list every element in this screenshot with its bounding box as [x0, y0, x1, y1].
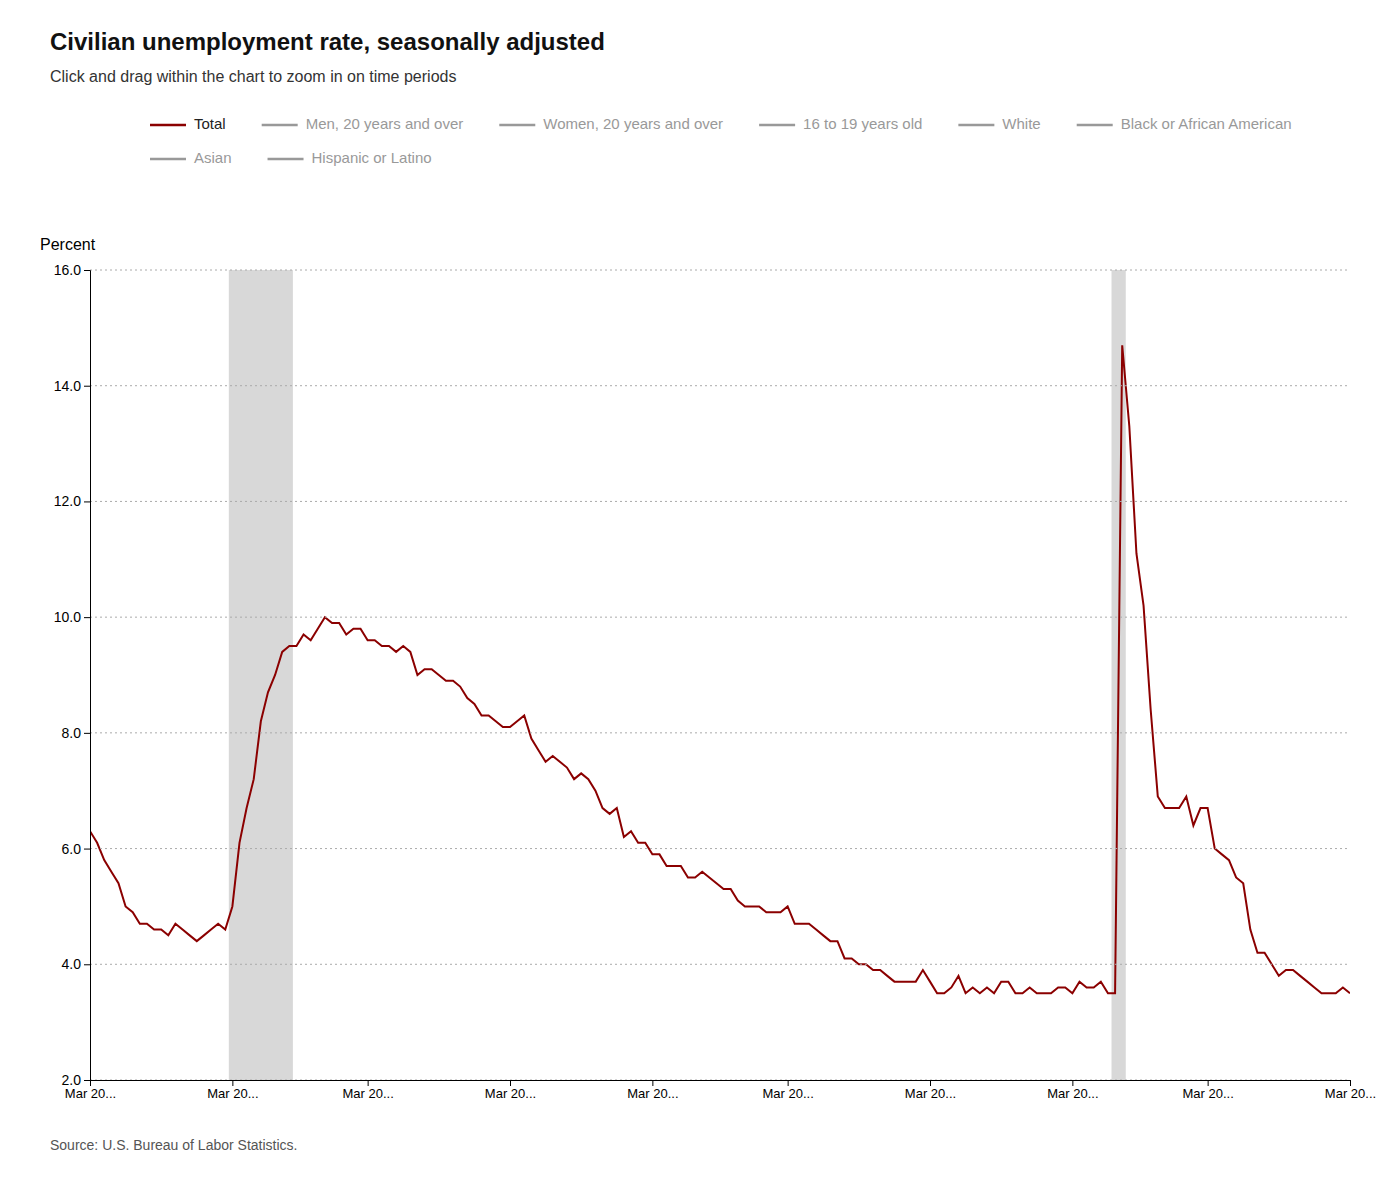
x-tick: Mar 20...: [207, 1080, 258, 1101]
y-tick: 6.0: [62, 841, 90, 857]
x-tick-mark: [788, 1080, 789, 1086]
x-tick-mark: [1072, 1080, 1073, 1086]
legend-label: Total: [194, 115, 226, 132]
legend-swatch: [499, 124, 535, 127]
grid-line: [90, 385, 1350, 386]
x-tick: Mar 20...: [1047, 1080, 1098, 1101]
y-tick-label: 2.0: [62, 1072, 82, 1088]
legend-swatch: [1077, 124, 1113, 127]
legend-item: Asian: [150, 149, 232, 166]
x-tick: Mar 20...: [627, 1080, 678, 1101]
grid: [90, 270, 1350, 1080]
y-tick: 12.0: [54, 493, 90, 509]
legend-item: 16 to 19 years old: [759, 115, 922, 132]
y-tick: 4.0: [62, 956, 90, 972]
y-tick: 10.0: [54, 609, 90, 625]
legend-item: Women, 20 years and over: [499, 115, 723, 132]
x-tick-mark: [232, 1080, 233, 1086]
chart: Civilian unemployment rate, seasonally a…: [0, 0, 1400, 1200]
legend-label: Women, 20 years and over: [543, 115, 723, 132]
x-tick: Mar 20...: [485, 1080, 536, 1101]
title: Civilian unemployment rate, seasonally a…: [50, 28, 605, 55]
legend-swatch: [268, 158, 304, 161]
x-axis: Mar 20... Mar 20... Mar 20... Mar 20... Mar …: [65, 1080, 1376, 1101]
x-tick-mark: [652, 1080, 653, 1086]
legend: Total Men, 20 years and over Women, 20 yea…: [150, 115, 1292, 166]
x-tick-label: Mar 20...: [627, 1086, 678, 1101]
x-tick-label: Mar 20...: [1047, 1086, 1098, 1101]
y-axis: 2.0 4.0 6.0 8.0 10.0 12.0 14.0 16.0: [54, 262, 91, 1088]
x-tick-label: Mar 20...: [485, 1086, 536, 1101]
y-axis-line: [84, 271, 91, 1081]
x-tick: Mar 20...: [762, 1080, 813, 1101]
legend-label: Black or African American: [1121, 115, 1292, 132]
series-line: [90, 345, 1350, 993]
y-tick-mark: [84, 270, 90, 271]
y-tick-label: 8.0: [62, 725, 82, 741]
subtitle: Click and drag within the chart to zoom …: [50, 68, 456, 85]
y-tick: 16.0: [54, 262, 90, 278]
legend-swatch: [958, 124, 994, 127]
y-tick-mark: [84, 733, 90, 734]
x-tick-label: Mar 20...: [1325, 1086, 1376, 1101]
x-tick-mark: [930, 1080, 931, 1086]
legend-label: 16 to 19 years old: [803, 115, 922, 132]
grid-line: [90, 501, 1350, 502]
y-tick-label: 10.0: [54, 609, 81, 625]
y-tick-label: 6.0: [62, 841, 82, 857]
y-tick-mark: [84, 617, 90, 618]
legend-label: Asian: [194, 149, 232, 166]
x-tick-label: Mar 20...: [1182, 1086, 1233, 1101]
x-tick: Mar 20...: [905, 1080, 956, 1101]
grid-line: [90, 732, 1350, 733]
marks: [90, 270, 1350, 1080]
x-tick: Mar 20...: [1182, 1080, 1233, 1101]
plot-area: Mar 20... Mar 20... Mar 20... Mar 20... Mar …: [54, 262, 1376, 1101]
y-tick-label: 4.0: [62, 956, 82, 972]
x-tick-mark: [1350, 1080, 1351, 1086]
y-tick-mark: [84, 386, 90, 387]
legend-swatch: [759, 124, 795, 127]
legend-label: Hispanic or Latino: [312, 149, 432, 166]
x-tick-label: Mar 20...: [905, 1086, 956, 1101]
x-tick-mark: [1208, 1080, 1209, 1086]
y-tick: 14.0: [54, 378, 90, 394]
x-tick: Mar 20...: [1325, 1080, 1376, 1101]
y-tick-mark: [84, 1080, 90, 1081]
y-tick-label: 16.0: [54, 262, 81, 278]
y-axis-title: Percent: [40, 236, 96, 253]
y-tick-label: 14.0: [54, 378, 81, 394]
x-tick-label: Mar 20...: [762, 1086, 813, 1101]
x-tick: Mar 20...: [342, 1080, 393, 1101]
x-tick-label: Mar 20...: [342, 1086, 393, 1101]
x-tick-mark: [510, 1080, 511, 1086]
legend-item: Hispanic or Latino: [268, 149, 432, 166]
legend-label: White: [1002, 115, 1040, 132]
y-tick-mark: [84, 501, 90, 502]
grid-line: [90, 964, 1350, 965]
legend-label: Men, 20 years and over: [306, 115, 464, 132]
grid-line: [90, 617, 1350, 618]
x-tick-label: Mar 20...: [207, 1086, 258, 1101]
legend-item: Black or African American: [1077, 115, 1292, 132]
legend-swatch: [262, 124, 298, 127]
y-tick-mark: [84, 849, 90, 850]
x-axis-line: [91, 1081, 1351, 1087]
grid-line: [90, 270, 1350, 271]
y-tick-label: 12.0: [54, 493, 81, 509]
grid-line: [90, 848, 1350, 849]
legend-swatch: [150, 124, 186, 127]
y-tick-mark: [84, 964, 90, 965]
x-tick-label: Mar 20...: [65, 1086, 116, 1101]
legend-swatch: [150, 158, 186, 161]
y-tick: 2.0: [62, 1072, 90, 1088]
x-tick-mark: [368, 1080, 369, 1086]
legend-item: White: [958, 115, 1040, 132]
shaded-period: [229, 270, 293, 1080]
y-tick: 8.0: [62, 725, 90, 741]
legend-item: Total: [150, 115, 226, 132]
legend-item: Men, 20 years and over: [262, 115, 464, 132]
source: Source: U.S. Bureau of Labor Statistics.: [50, 1137, 297, 1153]
